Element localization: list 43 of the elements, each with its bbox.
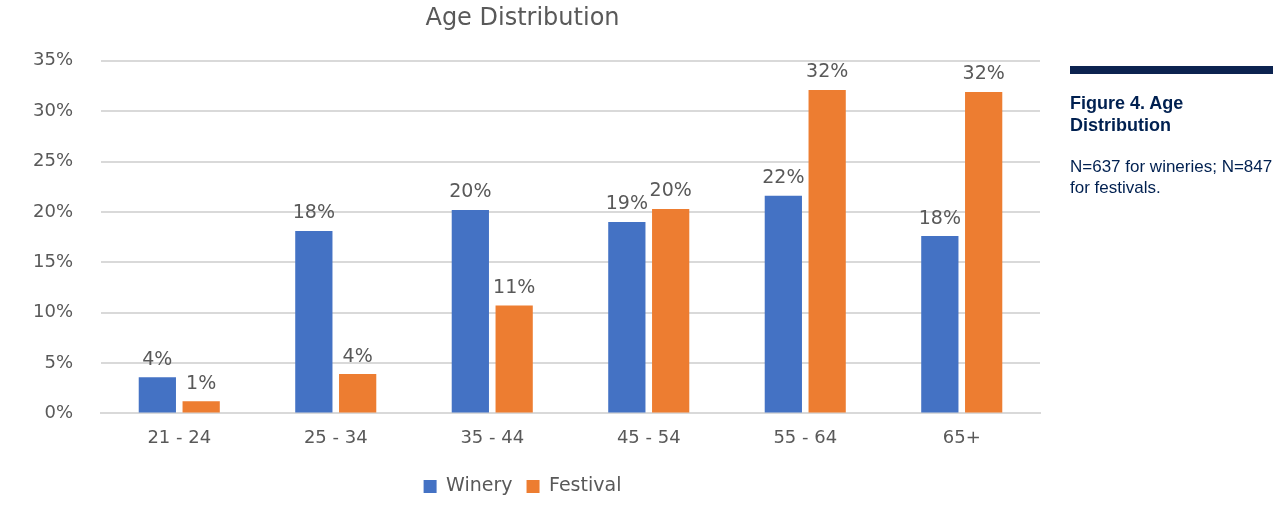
y-tick-label: 10% — [32, 300, 74, 322]
bar — [451, 209, 489, 413]
x-tick-label: 55 - 64 — [773, 425, 838, 447]
y-tick-label: 0% — [44, 401, 74, 423]
data-label: 32% — [806, 59, 849, 82]
bar — [495, 305, 533, 413]
data-label: 11% — [493, 275, 536, 298]
bar — [921, 236, 959, 413]
y-tick-label: 20% — [32, 199, 74, 221]
bar — [608, 221, 646, 413]
caption: Figure 4. Age Distribution — [1070, 92, 1185, 136]
data-label: 22% — [762, 165, 805, 188]
bar — [652, 208, 690, 413]
bar — [808, 90, 846, 413]
y-tick-label: 5% — [44, 350, 74, 372]
data-label: 19% — [605, 191, 648, 214]
data-label: 18% — [292, 200, 335, 223]
bar — [295, 231, 333, 413]
y-tick-label: 30% — [32, 98, 74, 120]
x-tick-label: 35 - 44 — [460, 425, 525, 447]
bar — [965, 92, 1003, 413]
bar — [764, 195, 802, 413]
data-label: 4% — [342, 343, 373, 366]
bar — [339, 374, 377, 413]
data-label: 18% — [918, 205, 961, 228]
y-tick-label: 15% — [32, 249, 74, 271]
data-label: 32% — [962, 61, 1005, 84]
data-label: 4% — [142, 346, 173, 369]
data-label: 20% — [449, 179, 492, 202]
data-label: 20% — [649, 178, 692, 201]
y-tick-label: 35% — [32, 48, 74, 70]
bar — [182, 401, 220, 413]
data-label: 1% — [186, 370, 217, 393]
text: N=637 for wineries; N=847 for festivals. — [1070, 156, 1273, 198]
x-tick-label: 65+ — [942, 425, 981, 447]
bar — [138, 377, 176, 413]
legend-label: Festival — [549, 473, 622, 496]
x-tick-label: 21 - 24 — [147, 425, 212, 447]
legend-label: Winery — [446, 473, 513, 496]
x-tick-label: 25 - 34 — [303, 425, 368, 447]
x-tick-label: 45 - 54 — [616, 425, 681, 447]
y-tick-label: 25% — [32, 149, 74, 171]
chart-title: Age Distribution — [425, 2, 620, 31]
